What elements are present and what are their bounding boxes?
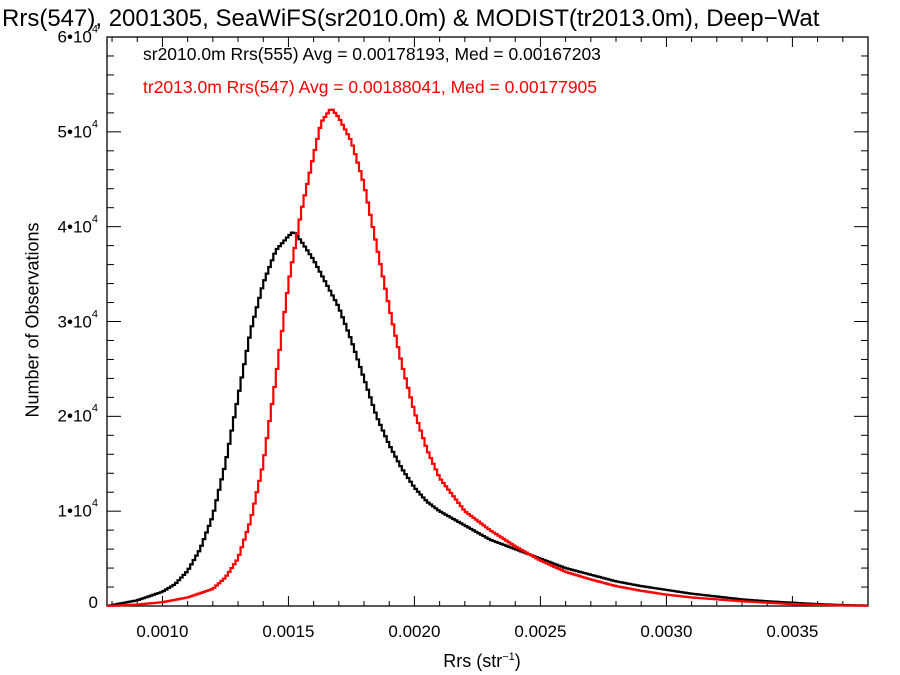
x-tick-label: 0.0010 [136,622,189,641]
y-tick-label: 4•104 [57,213,98,236]
legend-entry-seawifs: sr2010.0m Rrs(555) Avg = 0.00178193, Med… [143,44,601,64]
y-tick-label: 3•104 [57,308,98,331]
x-tick-label: 0.0030 [640,622,693,641]
y-tick-label: 2•104 [57,403,98,426]
x-tick-label: 0.0025 [514,622,567,641]
series-line-modist [107,108,868,608]
x-axis-label: Rrs (str−1) [443,651,521,672]
legend-entry-modist: tr2013.0m Rrs(547) Avg = 0.00188041, Med… [143,77,598,97]
series-line-seawifs [107,231,868,607]
y-tick-label: 6•104 [57,23,98,47]
x-tick-label: 0.0020 [388,622,441,641]
x-axis-label-main: Rrs (str [443,651,503,671]
y-tick-label: 1•104 [57,497,98,521]
chart-title: Rrs(547), 2001305, SeaWiFS(sr2010.0m) & … [2,5,820,32]
x-axis-label-tail: ) [514,651,521,671]
x-axis-label-exponent: −1 [502,651,515,663]
y-tick-label: 0 [88,593,98,612]
y-tick-label: 5•104 [57,118,98,142]
x-tick-label: 0.0035 [766,622,819,641]
plot-frame [106,36,869,607]
x-tick-label: 0.0015 [262,622,315,641]
